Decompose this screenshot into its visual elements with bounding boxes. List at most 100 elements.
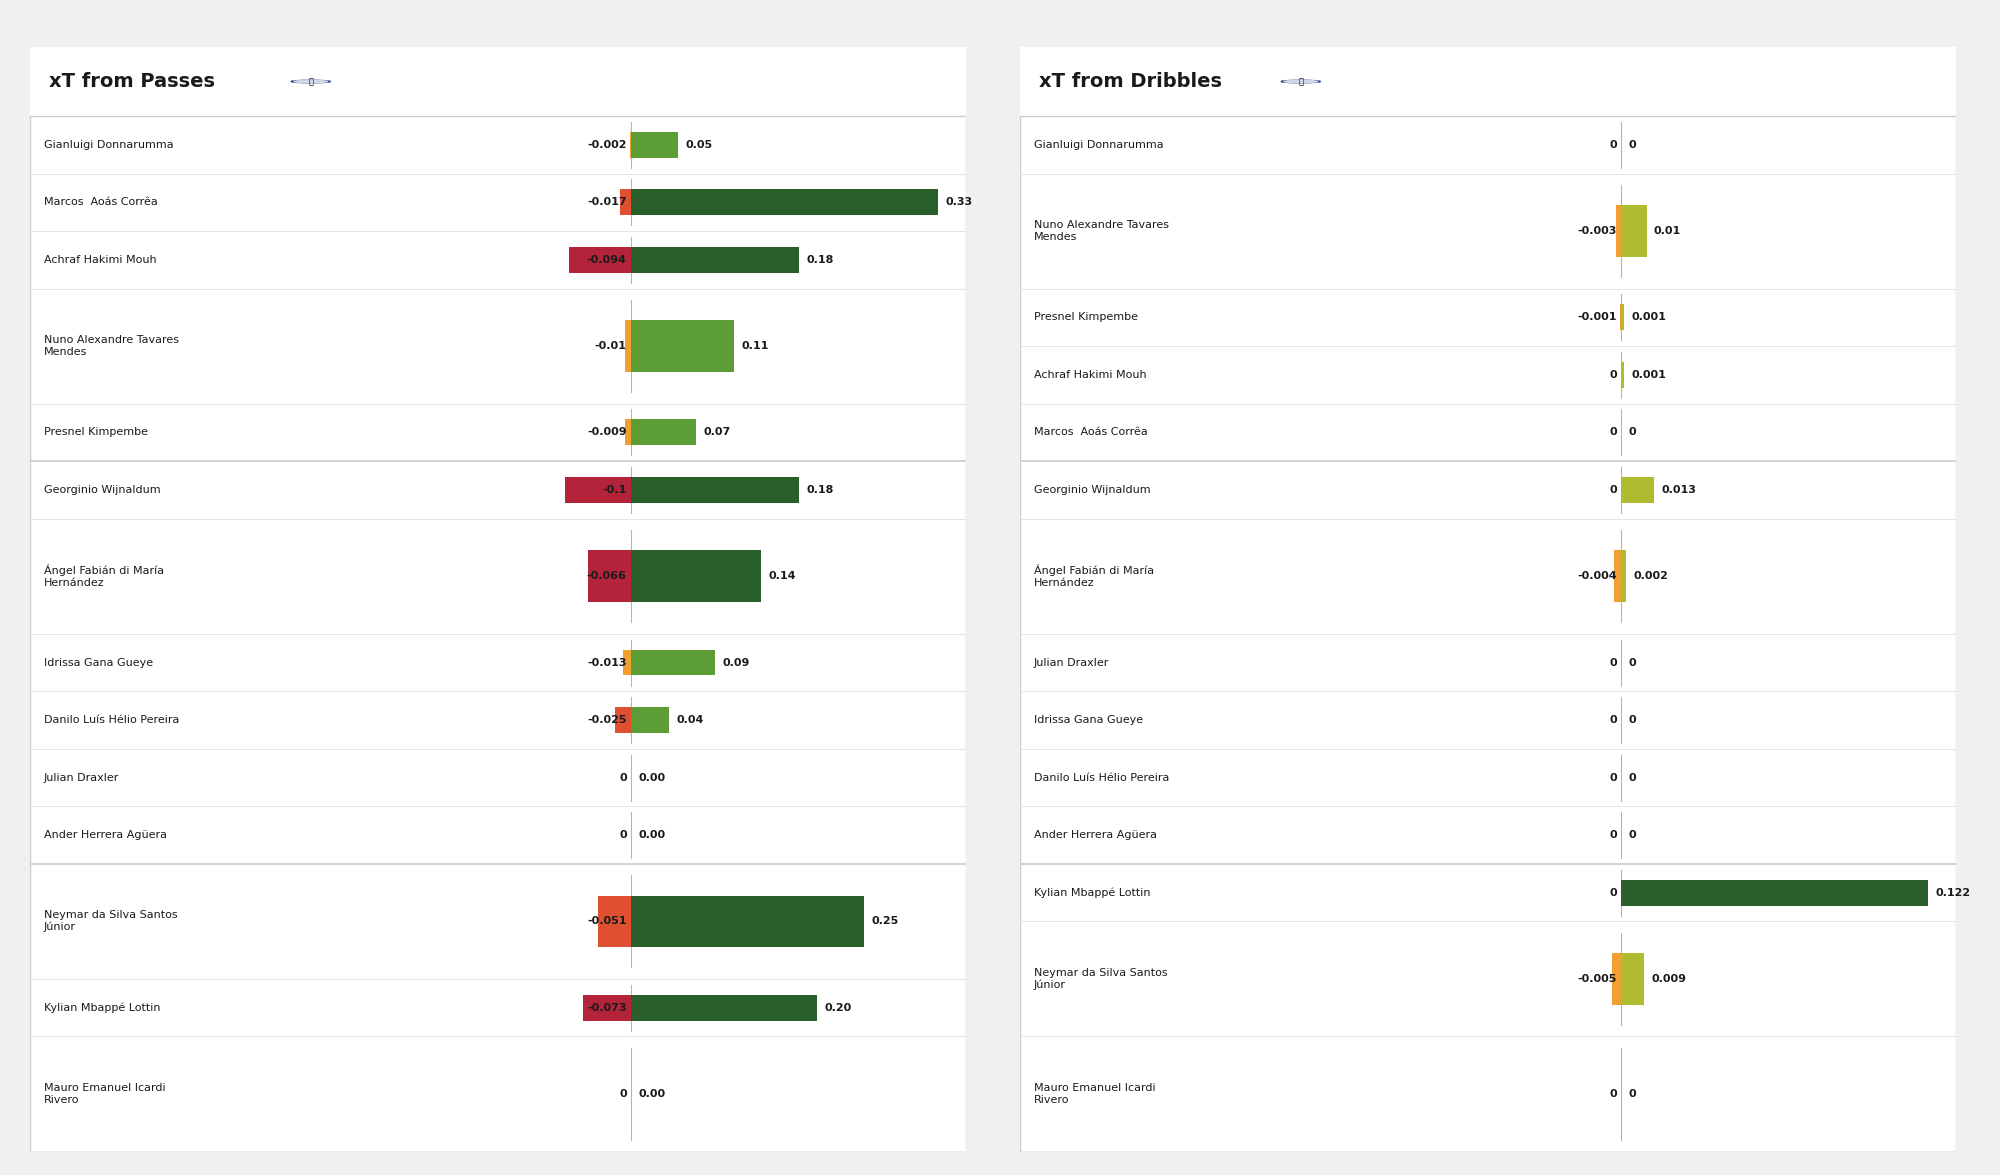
Text: xT from Dribbles: xT from Dribbles (1038, 72, 1222, 90)
Text: -0.073: -0.073 (588, 1002, 626, 1013)
Text: 0.18: 0.18 (806, 485, 834, 495)
Text: 0: 0 (1628, 428, 1636, 437)
FancyBboxPatch shape (622, 650, 632, 676)
Text: -0.066: -0.066 (586, 571, 626, 582)
Text: 0: 0 (1628, 140, 1636, 149)
Text: Achraf Hakimi Mouh: Achraf Hakimi Mouh (44, 255, 156, 264)
FancyBboxPatch shape (30, 47, 966, 1152)
Text: ⚽: ⚽ (308, 78, 314, 86)
FancyBboxPatch shape (624, 321, 632, 372)
Circle shape (1282, 80, 1320, 82)
Text: Nuno Alexandre Tavares
Mendes: Nuno Alexandre Tavares Mendes (1034, 220, 1170, 242)
Text: 0: 0 (620, 1089, 626, 1099)
FancyBboxPatch shape (584, 995, 632, 1021)
Text: -0.003: -0.003 (1578, 226, 1616, 236)
Text: 0.11: 0.11 (742, 341, 768, 351)
Text: -0.004: -0.004 (1578, 571, 1616, 582)
Text: 0.001: 0.001 (1632, 313, 1666, 322)
Text: 0.25: 0.25 (872, 916, 898, 926)
Text: Neymar da Silva Santos
Júnior: Neymar da Silva Santos Júnior (1034, 968, 1168, 991)
Text: 0: 0 (1610, 716, 1616, 725)
Text: Gianluigi Donnarumma: Gianluigi Donnarumma (1034, 140, 1164, 149)
Text: 0.00: 0.00 (638, 830, 666, 840)
Text: Marcos  Aoás Corrêa: Marcos Aoás Corrêa (1034, 428, 1148, 437)
Text: Ángel Fabián di María
Hernández: Ángel Fabián di María Hernández (1034, 564, 1154, 588)
FancyBboxPatch shape (632, 707, 668, 733)
Text: -0.013: -0.013 (588, 658, 626, 667)
Text: 0: 0 (1610, 830, 1616, 840)
FancyBboxPatch shape (632, 189, 938, 215)
FancyBboxPatch shape (1622, 880, 1928, 906)
Text: Idrissa Gana Gueye: Idrissa Gana Gueye (1034, 716, 1144, 725)
Text: 0.05: 0.05 (686, 140, 712, 149)
Text: 0: 0 (1610, 485, 1616, 495)
Text: 0.009: 0.009 (1652, 974, 1686, 983)
FancyBboxPatch shape (632, 321, 734, 372)
Text: 0.20: 0.20 (824, 1002, 852, 1013)
Text: -0.094: -0.094 (586, 255, 626, 264)
Text: 0: 0 (620, 830, 626, 840)
FancyBboxPatch shape (1614, 550, 1622, 602)
Text: 0: 0 (1628, 773, 1636, 783)
Text: 0.18: 0.18 (806, 255, 834, 264)
FancyBboxPatch shape (1622, 477, 1654, 503)
Text: 0.33: 0.33 (946, 197, 972, 207)
Text: Kylian Mbappé Lottin: Kylian Mbappé Lottin (44, 1002, 160, 1013)
FancyBboxPatch shape (1622, 304, 1624, 330)
Text: 0: 0 (1628, 716, 1636, 725)
Text: Neymar da Silva Santos
Júnior: Neymar da Silva Santos Júnior (44, 911, 178, 933)
Text: 0.122: 0.122 (1936, 887, 1970, 898)
FancyBboxPatch shape (566, 477, 632, 503)
Text: Danilo Luís Hélio Pereira: Danilo Luís Hélio Pereira (1034, 773, 1170, 783)
Text: 0: 0 (1610, 1089, 1616, 1099)
FancyBboxPatch shape (614, 707, 632, 733)
Text: ⚽: ⚽ (1298, 78, 1304, 86)
FancyBboxPatch shape (1622, 206, 1646, 257)
Text: 0: 0 (1610, 887, 1616, 898)
Text: -0.01: -0.01 (594, 341, 626, 351)
Text: 0.00: 0.00 (638, 773, 666, 783)
Text: Gianluigi Donnarumma: Gianluigi Donnarumma (44, 140, 174, 149)
Text: Achraf Hakimi Mouh: Achraf Hakimi Mouh (1034, 370, 1146, 380)
Text: 0.00: 0.00 (638, 1089, 666, 1099)
Text: -0.009: -0.009 (588, 428, 626, 437)
Text: 0: 0 (620, 773, 626, 783)
Text: Julian Draxler: Julian Draxler (44, 773, 120, 783)
Text: Idrissa Gana Gueye: Idrissa Gana Gueye (44, 658, 154, 667)
Text: -0.051: -0.051 (588, 916, 626, 926)
FancyBboxPatch shape (1622, 362, 1624, 388)
Text: -0.1: -0.1 (602, 485, 626, 495)
Text: -0.005: -0.005 (1578, 974, 1616, 983)
Text: -0.001: -0.001 (1578, 313, 1616, 322)
Text: Presnel Kimpembe: Presnel Kimpembe (1034, 313, 1138, 322)
Text: 0: 0 (1610, 658, 1616, 667)
Text: Mauro Emanuel Icardi
Rivero: Mauro Emanuel Icardi Rivero (44, 1083, 166, 1104)
Text: -0.017: -0.017 (588, 197, 626, 207)
FancyBboxPatch shape (1020, 47, 1956, 116)
Text: Marcos  Aoás Corrêa: Marcos Aoás Corrêa (44, 197, 158, 207)
Text: Ángel Fabián di María
Hernández: Ángel Fabián di María Hernández (44, 564, 164, 588)
Text: 0: 0 (1628, 830, 1636, 840)
Text: Ander Herrera Agüera: Ander Herrera Agüera (1034, 830, 1158, 840)
FancyBboxPatch shape (620, 189, 632, 215)
Text: 0: 0 (1610, 140, 1616, 149)
Text: -0.025: -0.025 (588, 716, 626, 725)
FancyBboxPatch shape (588, 550, 632, 602)
Text: -0.002: -0.002 (588, 140, 626, 149)
Text: 0.013: 0.013 (1662, 485, 1696, 495)
Circle shape (294, 80, 328, 82)
Text: Mauro Emanuel Icardi
Rivero: Mauro Emanuel Icardi Rivero (1034, 1083, 1156, 1104)
FancyBboxPatch shape (1622, 953, 1644, 1005)
Text: xT from Passes: xT from Passes (48, 72, 214, 90)
Text: 0: 0 (1610, 428, 1616, 437)
Text: 0: 0 (1610, 773, 1616, 783)
FancyBboxPatch shape (632, 650, 714, 676)
Circle shape (1284, 80, 1318, 82)
Text: 0.07: 0.07 (704, 428, 732, 437)
FancyBboxPatch shape (632, 477, 798, 503)
FancyBboxPatch shape (1616, 206, 1622, 257)
Text: 0.04: 0.04 (676, 716, 704, 725)
Text: Ander Herrera Agüera: Ander Herrera Agüera (44, 830, 168, 840)
FancyBboxPatch shape (632, 132, 678, 157)
Text: 0.14: 0.14 (768, 571, 796, 582)
